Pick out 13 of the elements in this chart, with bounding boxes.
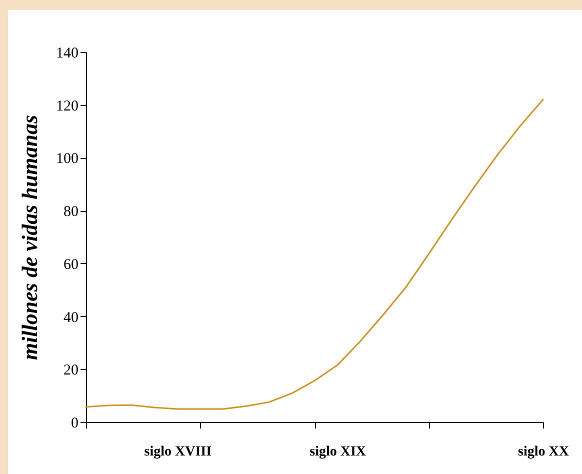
- y-tick-label: 0: [71, 416, 78, 432]
- x-tick-label: siglo XIX: [310, 444, 366, 460]
- y-tick-label: 140: [56, 46, 78, 62]
- y-axis-title: millones de vidas humanas: [17, 114, 42, 360]
- y-tick-label: 100: [56, 151, 78, 168]
- y-tick-label: 80: [64, 204, 78, 220]
- line-series: [85, 98, 544, 410]
- x-tick-label: siglo XX: [518, 444, 569, 460]
- y-tick-label: 40: [64, 310, 78, 326]
- x-tick-label: siglo XVIII: [144, 444, 212, 460]
- y-tick-label: 60: [64, 256, 78, 273]
- y-tick-label: 20: [64, 362, 78, 379]
- y-tick-label: 120: [56, 98, 78, 114]
